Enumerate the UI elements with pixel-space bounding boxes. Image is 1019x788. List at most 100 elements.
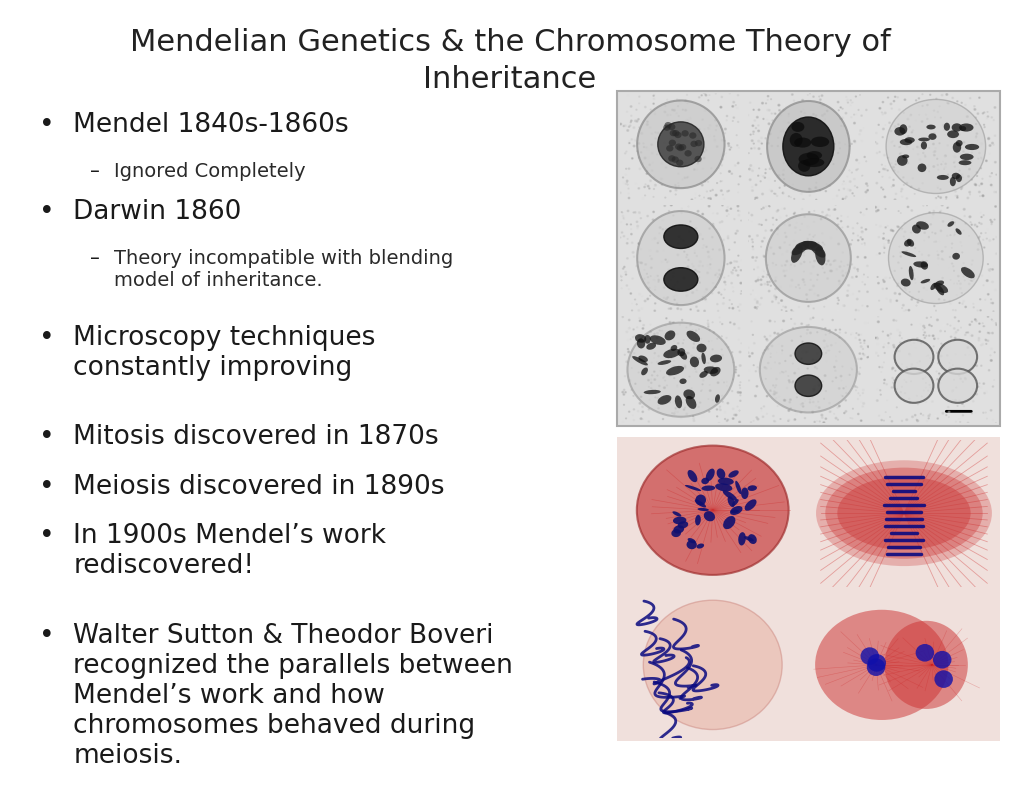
Circle shape [680, 401, 681, 402]
Ellipse shape [667, 155, 675, 162]
Circle shape [864, 229, 866, 230]
Circle shape [649, 250, 650, 251]
Ellipse shape [679, 378, 686, 384]
Circle shape [858, 291, 859, 292]
Circle shape [720, 165, 721, 166]
Circle shape [653, 238, 655, 240]
Circle shape [651, 219, 653, 221]
Circle shape [784, 400, 785, 401]
Circle shape [733, 267, 735, 269]
Circle shape [756, 300, 757, 302]
Circle shape [958, 419, 959, 420]
Circle shape [637, 411, 638, 412]
Circle shape [853, 178, 854, 180]
Circle shape [930, 217, 932, 218]
Circle shape [931, 214, 933, 215]
Circle shape [754, 184, 756, 185]
Circle shape [645, 147, 646, 148]
Ellipse shape [705, 469, 714, 481]
Circle shape [638, 119, 639, 120]
Circle shape [910, 277, 912, 278]
Ellipse shape [684, 150, 691, 157]
Circle shape [860, 401, 861, 403]
Circle shape [876, 343, 877, 344]
Circle shape [673, 322, 674, 323]
Circle shape [731, 273, 733, 274]
Circle shape [942, 125, 943, 126]
Circle shape [773, 113, 775, 114]
Circle shape [978, 152, 979, 154]
Circle shape [876, 210, 878, 211]
Ellipse shape [809, 242, 824, 258]
Circle shape [866, 357, 867, 358]
Ellipse shape [709, 367, 719, 377]
Circle shape [775, 210, 777, 212]
Circle shape [687, 352, 688, 354]
Circle shape [829, 237, 830, 239]
Circle shape [971, 400, 973, 402]
Circle shape [905, 381, 906, 383]
Circle shape [718, 249, 720, 251]
Circle shape [794, 227, 796, 229]
Circle shape [733, 117, 734, 118]
Circle shape [793, 214, 794, 215]
Circle shape [865, 183, 866, 184]
Circle shape [723, 140, 725, 141]
Circle shape [813, 260, 814, 262]
Circle shape [788, 225, 790, 226]
Circle shape [650, 133, 652, 134]
Circle shape [630, 233, 632, 235]
Circle shape [746, 351, 748, 353]
Circle shape [772, 415, 773, 417]
Circle shape [784, 185, 785, 186]
Circle shape [940, 355, 942, 357]
Circle shape [715, 293, 716, 295]
Circle shape [811, 411, 813, 413]
Circle shape [667, 351, 669, 353]
Circle shape [762, 256, 764, 257]
Circle shape [911, 243, 912, 244]
Ellipse shape [766, 101, 849, 191]
Circle shape [927, 415, 929, 417]
Circle shape [626, 180, 628, 181]
Circle shape [805, 174, 806, 175]
Circle shape [720, 221, 722, 222]
Circle shape [765, 338, 766, 340]
Circle shape [937, 229, 940, 230]
Ellipse shape [932, 651, 951, 668]
Circle shape [756, 266, 758, 268]
Circle shape [737, 392, 739, 393]
Circle shape [660, 178, 661, 180]
Circle shape [800, 323, 802, 325]
Circle shape [711, 366, 713, 367]
Circle shape [829, 270, 832, 272]
Circle shape [801, 139, 803, 140]
Circle shape [957, 321, 958, 322]
Circle shape [772, 421, 774, 422]
Circle shape [781, 345, 782, 347]
Circle shape [665, 233, 667, 235]
Circle shape [935, 319, 937, 321]
Circle shape [944, 155, 946, 157]
Circle shape [648, 399, 650, 400]
Circle shape [739, 176, 740, 177]
Circle shape [936, 280, 937, 281]
Ellipse shape [791, 241, 809, 255]
Circle shape [889, 301, 891, 303]
Circle shape [849, 105, 850, 106]
Circle shape [669, 122, 671, 123]
Circle shape [663, 266, 664, 268]
Circle shape [881, 168, 883, 169]
Circle shape [789, 402, 790, 403]
Circle shape [739, 365, 741, 366]
Circle shape [707, 206, 709, 207]
Circle shape [654, 303, 655, 304]
Circle shape [909, 355, 910, 356]
Circle shape [737, 375, 739, 376]
Circle shape [728, 145, 729, 147]
Circle shape [801, 403, 803, 404]
Circle shape [669, 308, 671, 310]
Ellipse shape [728, 470, 738, 478]
Circle shape [786, 128, 788, 130]
Circle shape [784, 275, 785, 277]
